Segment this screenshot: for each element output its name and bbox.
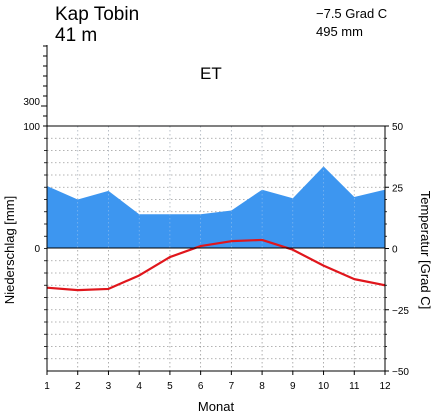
station-name: Kap Tobin [55,4,139,25]
x-tick-label: 1 [44,381,50,392]
mean-temperature: −7.5 Grad C [316,6,387,21]
x-tick-label: 7 [229,381,235,392]
precipitation-area [47,166,385,249]
station-elevation: 41 m [55,25,97,46]
x-tick-label: 3 [106,381,112,392]
left-tick-label: 0 [34,244,40,255]
x-axis-title: Monat [198,399,235,414]
x-tick-label: 4 [136,381,142,392]
left-axis-title: Niederschlag [mm] [2,196,17,304]
right-tick-label: −25 [392,306,409,317]
x-tick-label: 6 [198,381,204,392]
x-tick-label: 8 [259,381,265,392]
climate-class: ET [200,64,222,83]
x-tick-label: 10 [318,381,330,392]
x-tick-label: 5 [167,381,173,392]
right-tick-label: 25 [392,183,404,194]
right-tick-label: 0 [392,245,398,256]
x-tick-label: 2 [75,381,81,392]
right-tick-label: 50 [392,122,404,133]
upper-tick-label: 300 [23,97,40,108]
x-tick-label: 11 [349,381,360,392]
left-tick-label: 100 [23,122,40,133]
x-tick-label: 12 [379,381,391,392]
right-tick-label: −50 [392,367,409,378]
x-tick-label: 9 [290,381,296,392]
annual-precipitation: 495 mm [316,24,363,39]
temperature-line [46,238,386,292]
right-axis-title: Temperatur [Grad C] [418,191,433,310]
